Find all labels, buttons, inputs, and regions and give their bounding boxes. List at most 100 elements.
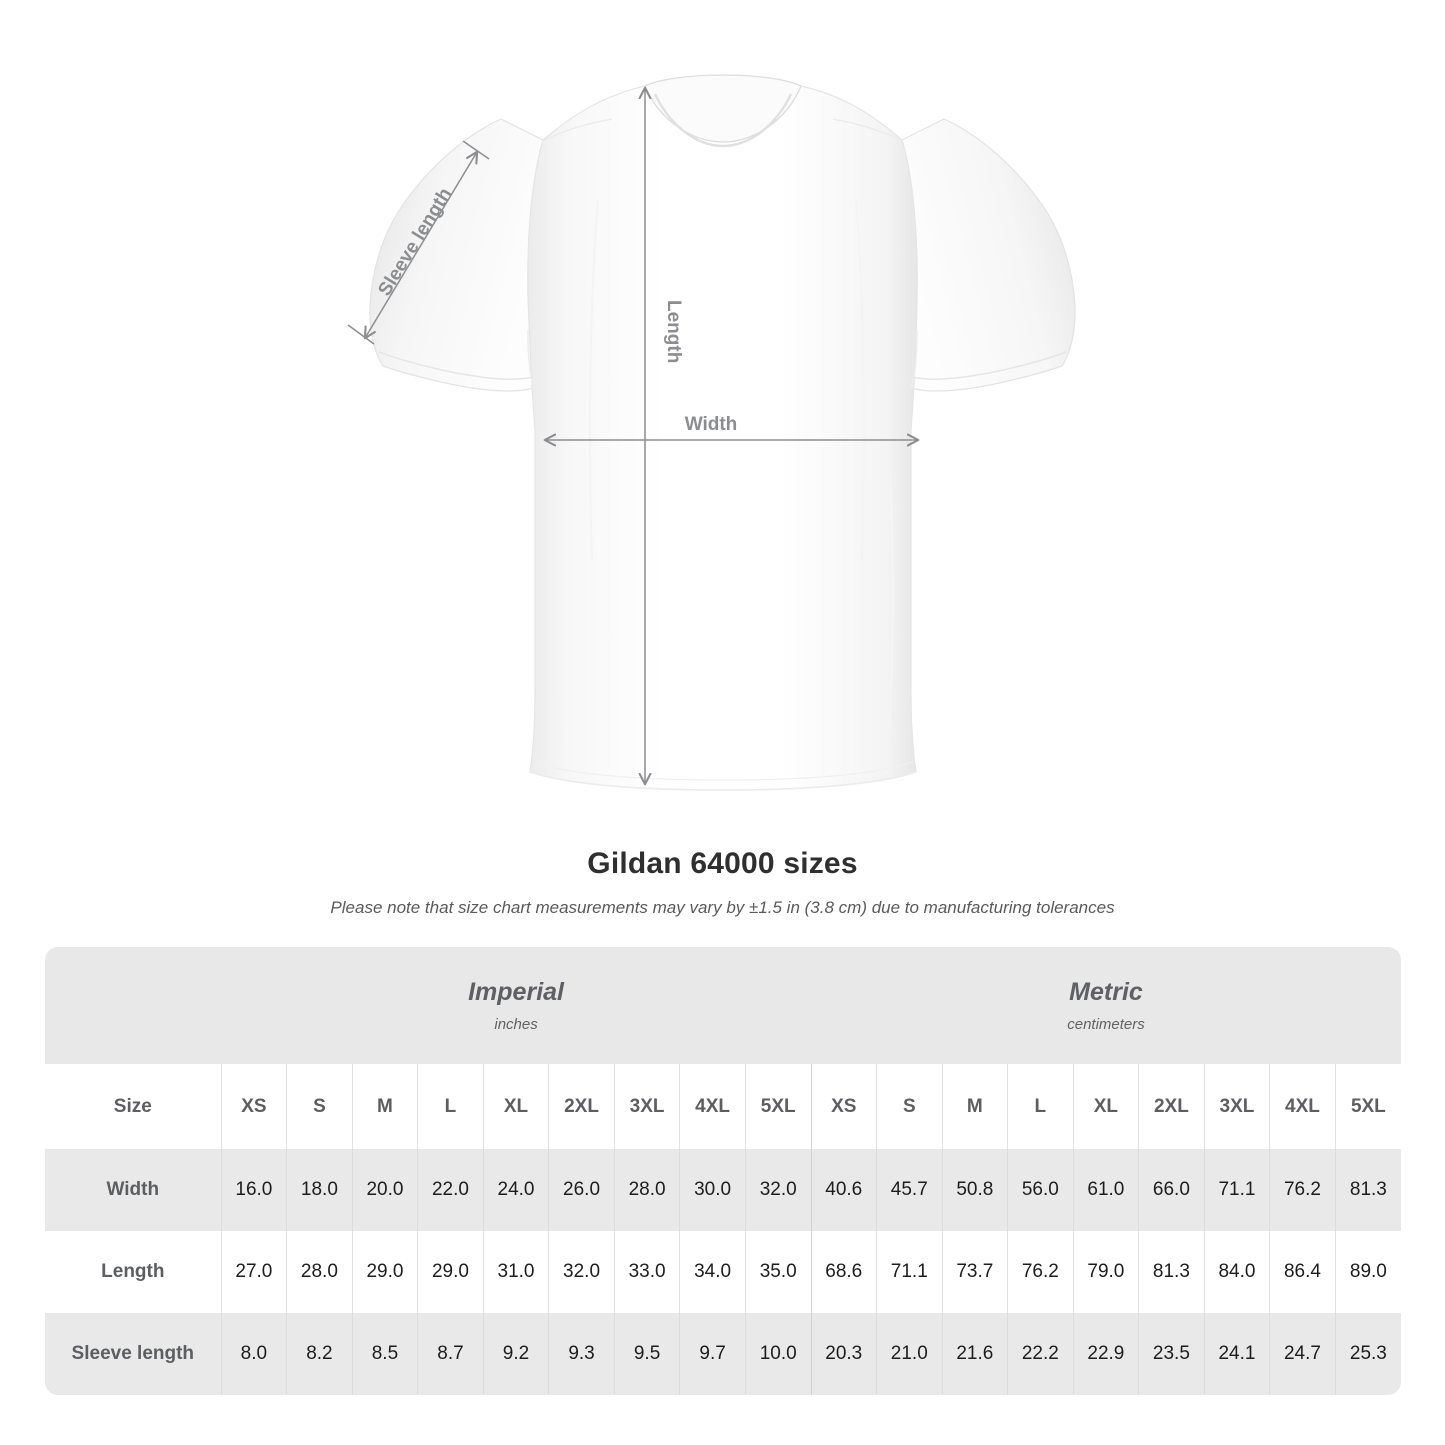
cell-sleeve-imperial-l: 8.7 [417,1313,484,1395]
cell-sleeve-metric-2xl: 23.5 [1138,1313,1205,1395]
cell-sleeve-imperial-2xl: 9.3 [548,1313,615,1395]
width-annotation: Width [545,414,918,440]
size-header-metric-m: M [941,1064,1008,1149]
cell-sleeve-metric-xs: 20.3 [810,1313,877,1395]
cell-length-imperial-4xl: 34.0 [679,1231,746,1313]
cell-sleeve-imperial-m: 8.5 [351,1313,418,1395]
cell-sleeve-imperial-3xl: 9.5 [613,1313,680,1395]
size-header-row: Size XS S M L XL 2XL 3XL 4XL 5XL XS S M … [45,1064,1401,1149]
cell-sleeve-metric-xl: 22.9 [1072,1313,1139,1395]
cell-length-metric-3xl: 84.0 [1203,1231,1270,1313]
cell-length-imperial-xl: 31.0 [482,1231,549,1313]
size-header-imperial-5xl: 5XL [744,1064,811,1149]
row-label-width: Width [45,1149,222,1231]
size-header-imperial-m: M [351,1064,418,1149]
width-label: Width [685,414,738,435]
cell-length-imperial-s: 28.0 [286,1231,353,1313]
unit-sub-imperial: inches [494,1015,538,1033]
size-header-metric-l: L [1007,1064,1074,1149]
length-label: Length [663,300,684,363]
row-label-sleeve-length: Sleeve length [45,1313,222,1395]
size-header-metric-3xl: 3XL [1203,1064,1270,1149]
cell-length-metric-xl: 79.0 [1072,1231,1139,1313]
size-header-imperial-3xl: 3XL [613,1064,680,1149]
cell-length-imperial-3xl: 33.0 [613,1231,680,1313]
cell-width-metric-3xl: 71.1 [1203,1149,1270,1231]
cell-width-imperial-xl: 24.0 [482,1149,549,1231]
size-header-imperial-xl: XL [482,1064,549,1149]
cell-width-metric-l: 56.0 [1007,1149,1074,1231]
cell-sleeve-metric-l: 22.2 [1007,1313,1074,1395]
table-row-width: Width 16.0 18.0 20.0 22.0 24.0 26.0 28.0… [45,1149,1401,1231]
size-header-metric-5xl: 5XL [1334,1064,1401,1149]
cell-length-imperial-xs: 27.0 [220,1231,287,1313]
sleeve-length-arrow [365,152,477,338]
cell-sleeve-imperial-xs: 8.0 [220,1313,287,1395]
cell-sleeve-imperial-4xl: 9.7 [679,1313,746,1395]
cell-length-imperial-2xl: 32.0 [548,1231,615,1313]
cell-width-metric-5xl: 81.3 [1334,1149,1401,1231]
unit-sub-metric: centimeters [1067,1015,1145,1033]
unit-header-row: Imperial inches Metric centimeters [45,947,1401,1064]
cell-length-metric-4xl: 86.4 [1269,1231,1336,1313]
size-table: Imperial inches Metric centimeters Size … [45,947,1401,1395]
unit-header-metric: Metric centimeters [811,947,1401,1064]
table-row-sleeve-length: Sleeve length 8.0 8.2 8.5 8.7 9.2 9.3 9.… [45,1313,1401,1395]
cell-width-metric-4xl: 76.2 [1269,1149,1336,1231]
cell-length-metric-l: 76.2 [1007,1231,1074,1313]
size-header-metric-xs: XS [810,1064,877,1149]
cell-length-metric-m: 73.7 [941,1231,1008,1313]
cell-length-metric-2xl: 81.3 [1138,1231,1205,1313]
size-header-imperial-2xl: 2XL [548,1064,615,1149]
cell-length-imperial-l: 29.0 [417,1231,484,1313]
size-header-metric-4xl: 4XL [1269,1064,1336,1149]
size-header-metric-xl: XL [1072,1064,1139,1149]
cell-width-imperial-2xl: 26.0 [548,1149,615,1231]
cell-length-metric-5xl: 89.0 [1334,1231,1401,1313]
cell-length-metric-s: 71.1 [876,1231,943,1313]
cell-width-metric-m: 50.8 [941,1149,1008,1231]
cell-width-imperial-s: 18.0 [286,1149,353,1231]
cell-sleeve-metric-4xl: 24.7 [1269,1313,1336,1395]
cell-width-metric-2xl: 66.0 [1138,1149,1205,1231]
cell-length-imperial-m: 29.0 [351,1231,418,1313]
size-header-metric-2xl: 2XL [1138,1064,1205,1149]
cell-width-metric-xl: 61.0 [1072,1149,1139,1231]
cell-width-imperial-3xl: 28.0 [613,1149,680,1231]
unit-header-spacer [45,947,222,1064]
cell-sleeve-imperial-5xl: 10.0 [744,1313,811,1395]
size-header-imperial-s: S [286,1064,353,1149]
cell-sleeve-imperial-xl: 9.2 [482,1313,549,1395]
tshirt-diagram: Sleeve length Length Width [347,74,1076,791]
size-header-label: Size [45,1064,222,1149]
size-header-metric-s: S [876,1064,943,1149]
size-header-imperial-xs: XS [220,1064,287,1149]
size-table-wrapper: Imperial inches Metric centimeters Size … [45,947,1401,1395]
cell-width-imperial-xs: 16.0 [220,1149,287,1231]
table-row-length: Length 27.0 28.0 29.0 29.0 31.0 32.0 33.… [45,1231,1401,1313]
cell-sleeve-imperial-s: 8.2 [286,1313,353,1395]
cell-sleeve-metric-m: 21.6 [941,1313,1008,1395]
cell-width-metric-xs: 40.6 [810,1149,877,1231]
cell-length-imperial-5xl: 35.0 [744,1231,811,1313]
size-header-imperial-4xl: 4XL [679,1064,746,1149]
cell-sleeve-metric-s: 21.0 [876,1313,943,1395]
cell-width-imperial-4xl: 30.0 [679,1149,746,1231]
page-title: Gildan 64000 sizes [587,847,858,880]
cell-width-metric-s: 45.7 [876,1149,943,1231]
cell-width-imperial-l: 22.0 [417,1149,484,1231]
heading-block: Gildan 64000 sizes Please note that size… [0,845,1445,919]
unit-header-imperial: Imperial inches [221,947,811,1064]
cell-sleeve-metric-3xl: 24.1 [1203,1313,1270,1395]
page-subtitle: Please note that size chart measurements… [330,898,1115,917]
cell-width-imperial-m: 20.0 [351,1149,418,1231]
size-header-imperial-l: L [417,1064,484,1149]
cell-width-imperial-5xl: 32.0 [744,1149,811,1231]
unit-name-metric: Metric [1069,977,1143,1006]
unit-name-imperial: Imperial [468,977,564,1006]
cell-length-metric-xs: 68.6 [810,1231,877,1313]
cell-sleeve-metric-5xl: 25.3 [1334,1313,1401,1395]
sleeve-tick-bottom [347,324,375,345]
row-label-length: Length [45,1231,222,1313]
